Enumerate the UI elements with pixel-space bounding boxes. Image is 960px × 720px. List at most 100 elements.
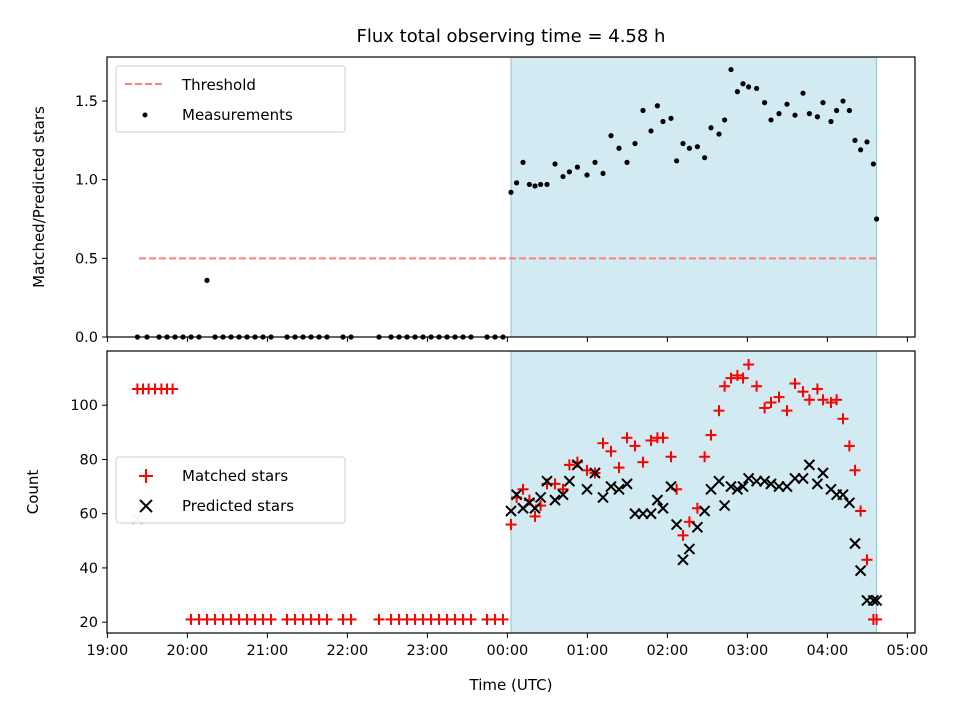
- measurement-point: [514, 180, 520, 186]
- predicted-star-marker: [803, 459, 816, 471]
- matched-star-marker: [855, 505, 867, 517]
- measurement-point: [508, 189, 514, 195]
- x-tick-label: 04:00: [807, 643, 849, 659]
- measurement-point: [624, 159, 630, 165]
- matched-star-marker: [665, 451, 677, 463]
- matched-star-marker: [843, 440, 855, 452]
- measurement-point: [532, 183, 538, 189]
- measurement-point: [566, 169, 573, 175]
- predicted-star-marker: [737, 480, 749, 493]
- measurement-point: [746, 84, 752, 90]
- x-tick-label: 23:00: [407, 643, 449, 659]
- matched-star-marker: [549, 478, 561, 490]
- measurement-point: [616, 145, 622, 151]
- predicted-star-marker: [657, 502, 669, 514]
- predicted-star-marker: [854, 564, 867, 577]
- matched-star-marker: [849, 464, 861, 476]
- measurement-point: [668, 115, 674, 121]
- predicted-star-marker: [571, 459, 584, 471]
- top-shaded-region: [510, 56, 878, 338]
- matched-star-marker: [789, 378, 801, 390]
- predicted-star-marker: [725, 480, 737, 493]
- predicted-star-marker: [718, 499, 731, 512]
- measurement-point: [800, 90, 806, 96]
- matched-star-marker: [699, 451, 711, 463]
- matched-star-marker: [705, 429, 717, 441]
- predicted-star-marker: [731, 483, 744, 495]
- measurement-point: [806, 111, 813, 117]
- matched-star-marker: [629, 440, 641, 452]
- predicted-star-marker: [867, 594, 880, 607]
- measurement-point: [520, 159, 526, 165]
- x-tick-label: 19:00: [87, 643, 129, 659]
- legend-measurements-label: Measurements: [182, 106, 293, 124]
- top-plot-frame: [106, 56, 916, 338]
- matched-star-marker: [265, 613, 277, 625]
- matched-star-marker: [871, 613, 883, 625]
- matched-star-marker: [373, 613, 385, 625]
- measurement-point: [834, 107, 840, 114]
- matched-star-marker: [657, 432, 669, 444]
- top-y-tick-label: 1.0: [75, 173, 98, 189]
- bottom-shaded-region: [510, 350, 878, 634]
- predicted-star-marker: [597, 491, 609, 504]
- predicted-star-marker: [621, 478, 633, 490]
- measurement-point: [846, 107, 853, 114]
- predicted-star-marker: [534, 491, 547, 504]
- predicted-star-marker: [713, 475, 725, 487]
- predicted-star-marker: [670, 518, 683, 531]
- measurement-point: [762, 100, 768, 106]
- x-tick-label: 02:00: [647, 643, 689, 659]
- matched-star-marker: [837, 413, 849, 425]
- predicted-star-marker: [797, 472, 809, 485]
- matched-star-marker: [557, 483, 569, 495]
- matched-star-marker: [563, 459, 575, 471]
- matched-star-marker: [505, 519, 517, 531]
- legend-measurements-swatch: [142, 112, 148, 118]
- predicted-star-marker: [549, 494, 561, 506]
- measurement-point: [858, 147, 864, 153]
- predicted-star-marker: [529, 502, 541, 514]
- matched-star-marker: [811, 383, 823, 395]
- measurement-point: [560, 173, 566, 180]
- top-panel: 0.0 0.5 1.0 1.5 Matched/Predicted stars Thr…: [30, 56, 916, 346]
- matched-star-marker: [781, 405, 793, 417]
- measurement-point: [600, 170, 606, 177]
- measurement-point: [820, 100, 826, 106]
- measurement-point: [754, 85, 760, 92]
- predicted-star-marker: [758, 475, 771, 487]
- measurement-point: [864, 139, 870, 145]
- measurement-point: [632, 140, 638, 147]
- measurement-point: [640, 107, 646, 114]
- measurement-point: [204, 277, 210, 283]
- measurement-point: [734, 89, 741, 95]
- top-y-tick-label: 1.5: [75, 94, 98, 110]
- chart-title: Flux total observing time = 4.58 h: [357, 26, 666, 47]
- legend-predicted-swatch: [139, 499, 153, 513]
- matched-star-marker: [605, 445, 617, 457]
- matched-star-marker: [677, 529, 689, 541]
- legend-matched-label: Matched stars: [182, 467, 288, 485]
- matched-star-marker: [725, 372, 737, 384]
- bottom-y-tick-label: 20: [80, 615, 98, 631]
- matched-star-marker: [803, 394, 815, 406]
- predicted-star-marker: [837, 489, 849, 501]
- matched-star-marker: [345, 613, 357, 625]
- predicted-star-marker: [817, 467, 829, 479]
- x-tick-label: 22:00: [327, 643, 369, 659]
- predicted-star-marker: [581, 483, 593, 495]
- predicted-star-marker: [505, 505, 517, 517]
- predicted-star-marker: [557, 489, 569, 501]
- measurement-point: [828, 118, 834, 125]
- measurement-point: [592, 159, 598, 165]
- measurement-point: [694, 144, 701, 150]
- top-y-axis-label: Matched/Predicted stars: [30, 106, 48, 288]
- x-tick-label: 05:00: [887, 643, 929, 659]
- legend-matched-swatch: [139, 469, 153, 483]
- matched-star-marker: [621, 432, 633, 444]
- predicted-star-marker: [677, 554, 689, 566]
- matched-star-marker: [825, 397, 837, 409]
- bottom-y-tick-label: 60: [80, 507, 98, 523]
- x-tick-label: 20:00: [167, 643, 209, 659]
- measurement-point: [654, 103, 661, 109]
